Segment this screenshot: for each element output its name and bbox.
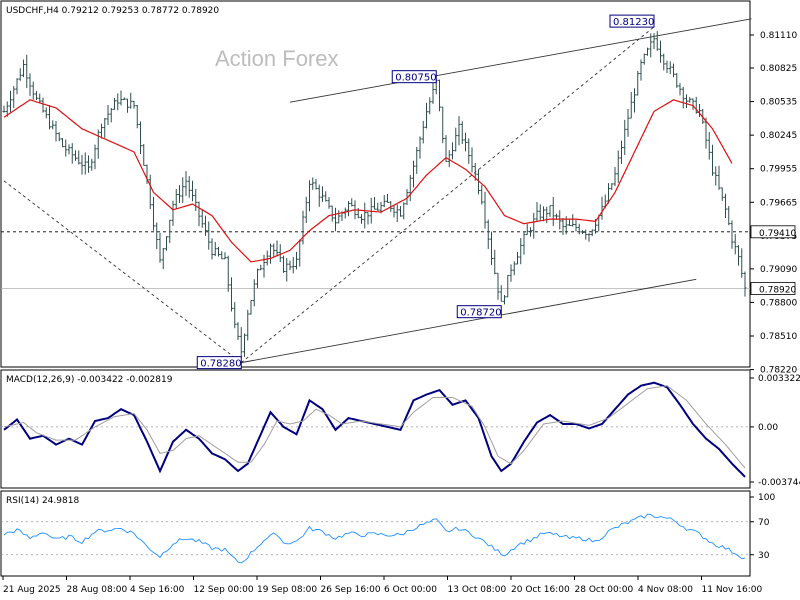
rsi-line — [1, 513, 750, 564]
price-tick-label: 0.80825 — [760, 64, 797, 74]
macd-panel — [0, 369, 751, 489]
price-tick-label: 0.79090 — [760, 265, 797, 275]
macd-title: MACD(12,26,9) -0.003422 -0.002819 — [6, 375, 173, 385]
price-annotation-label: 0.80750 — [395, 73, 436, 84]
time-tick-label: 6 Oct 00:00 — [384, 585, 437, 595]
price-annotation-box — [609, 14, 655, 28]
price-tick-label: 0.78510 — [760, 332, 797, 342]
time-tick-label: 11 Nov 16:00 — [702, 585, 763, 595]
macd-tick-label: 0.00 — [758, 423, 778, 433]
time-tick-label: 13 Oct 08:00 — [448, 585, 507, 595]
price-annotation-box — [196, 356, 242, 370]
price-panel — [0, 0, 751, 368]
watermark: Action Forex — [215, 46, 339, 71]
price-tick-label: 0.80535 — [760, 98, 797, 108]
price-annotations: 0.81230 0.80750 0.78720 0.78280 — [196, 14, 655, 370]
price-annotation-label: 0.78280 — [200, 359, 241, 370]
last-price-label: 0.78920 — [759, 286, 796, 296]
trendline — [3, 180, 242, 363]
time-tick-label: 21 Aug 2025 — [3, 585, 61, 595]
price-annotation-label: 0.81230 — [613, 17, 654, 28]
time-tick-label: 20 Oct 16:00 — [511, 585, 570, 595]
price-axis: 0.81110 0.80825 0.80535 0.80245 0.79955 0.796… — [750, 31, 797, 376]
time-axis: 21 Aug 2025 28 Aug 08:00 4 Sep 16:00 12 Sep… — [2, 576, 763, 595]
price-tick-label: 0.78220 — [760, 366, 797, 376]
time-tick-label: 19 Sep 08:00 — [257, 585, 317, 595]
ma-line — [3, 99, 733, 263]
price-tick-label: 0.79665 — [760, 198, 797, 208]
rsi-tick-label: 70 — [758, 518, 770, 528]
time-tick-label: 26 Sep 16:00 — [321, 585, 381, 595]
rsi-axis: 100 70 30 — [750, 493, 775, 561]
macd-tick-label: -0.003744 — [758, 478, 800, 488]
rsi-title: RSI(14) 24.9818 — [6, 496, 79, 506]
macd-signal-line — [3, 385, 746, 469]
time-tick-label: 28 Aug 08:00 — [67, 585, 128, 595]
price-grid — [1, 231, 750, 289]
time-tick-label: 4 Nov 08:00 — [638, 585, 693, 595]
price-tick-label: 0.78800 — [760, 298, 797, 308]
level-label-box — [750, 225, 796, 239]
time-tick-label: 12 Sep 00:00 — [194, 585, 254, 595]
time-tick-label: 28 Oct 00:00 — [575, 585, 634, 595]
rsi-tick-label: 100 — [758, 493, 775, 503]
time-tick-label: 4 Sep 16:00 — [130, 585, 185, 595]
last-price-box — [750, 282, 796, 295]
price-tick-label: 0.79955 — [760, 165, 797, 175]
price-annotation-box — [391, 70, 437, 84]
moving-average — [3, 99, 733, 263]
trendlines — [3, 18, 752, 364]
macd-lines — [1, 381, 750, 478]
rsi-panel — [0, 490, 751, 577]
level-label: 0.79410 — [759, 229, 796, 239]
macd-tick-label: 0.003322 — [758, 374, 800, 384]
trendline — [240, 26, 655, 363]
price-tick-label: 0.80245 — [760, 131, 797, 141]
trendline — [241, 278, 697, 364]
rsi-tick-label: 30 — [758, 551, 770, 561]
macd-axis: 0.003322 0.00 -0.003744 — [750, 374, 800, 488]
trendline — [289, 18, 752, 103]
price-annotation-box — [456, 305, 502, 319]
rsi-line — [3, 513, 746, 564]
symbol-line: USDCHF,H4 0.79212 0.79253 0.78772 0.7892… — [6, 6, 219, 16]
price-bars — [2, 31, 747, 358]
price-tick-label: 0.81110 — [760, 31, 797, 41]
price-annotation-label: 0.78720 — [460, 308, 501, 319]
macd-main-line — [3, 381, 746, 478]
